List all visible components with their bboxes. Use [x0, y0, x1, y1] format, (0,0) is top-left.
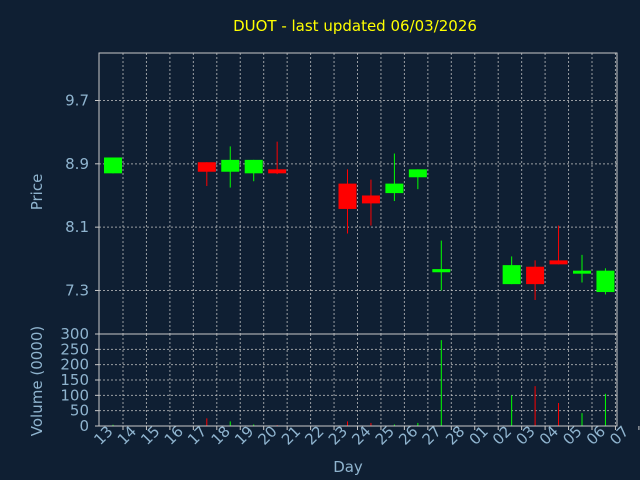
volume-grid	[99, 333, 617, 427]
candle-body	[596, 270, 615, 293]
x-axis-label: Day	[333, 458, 363, 476]
price-tick-label: 8.9	[65, 155, 89, 173]
candle-body	[526, 266, 545, 285]
price-grid	[99, 53, 617, 334]
candle-body	[197, 162, 216, 172]
volume-tick-label: 200	[60, 356, 89, 374]
candle-body	[244, 159, 263, 174]
volume-tick-label: 100	[60, 386, 89, 404]
candle-body	[573, 270, 591, 274]
volume-tick-label: 300	[60, 325, 89, 343]
volume-panel-frame	[98, 333, 618, 427]
price-tick-label: 9.7	[65, 91, 89, 109]
volume-axis-label: Volume (0000)	[28, 326, 46, 436]
price-axis-label: Price	[28, 174, 46, 211]
volume-bars	[112, 340, 606, 426]
candle-body	[385, 183, 404, 194]
price-tick-label: 8.1	[65, 218, 89, 236]
candle-body	[549, 260, 568, 265]
price-y-ticks: 7.3 8.1 8.9 9.7	[65, 91, 99, 299]
volume-tick-label: 0	[79, 417, 89, 435]
candle-body	[221, 159, 240, 172]
chart-title: DUOT - last updated 06/03/2026	[233, 17, 477, 35]
candle-body	[268, 169, 287, 174]
price-tick-label: 7.3	[65, 281, 89, 299]
volume-tick-label: 150	[60, 371, 89, 389]
candle-body	[104, 157, 122, 174]
candle-body	[502, 265, 521, 285]
candlesticks	[104, 141, 615, 300]
volume-tick-label: 250	[60, 340, 89, 358]
candle-body	[432, 269, 451, 273]
candle-body	[338, 183, 357, 209]
volume-tick-label: 50	[70, 402, 89, 420]
candle-body	[361, 195, 380, 204]
candle-body	[408, 169, 427, 178]
